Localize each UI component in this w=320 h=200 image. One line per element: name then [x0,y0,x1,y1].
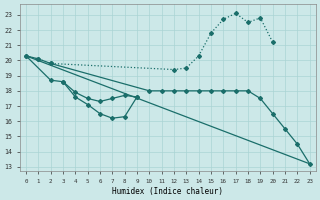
X-axis label: Humidex (Indice chaleur): Humidex (Indice chaleur) [112,187,223,196]
